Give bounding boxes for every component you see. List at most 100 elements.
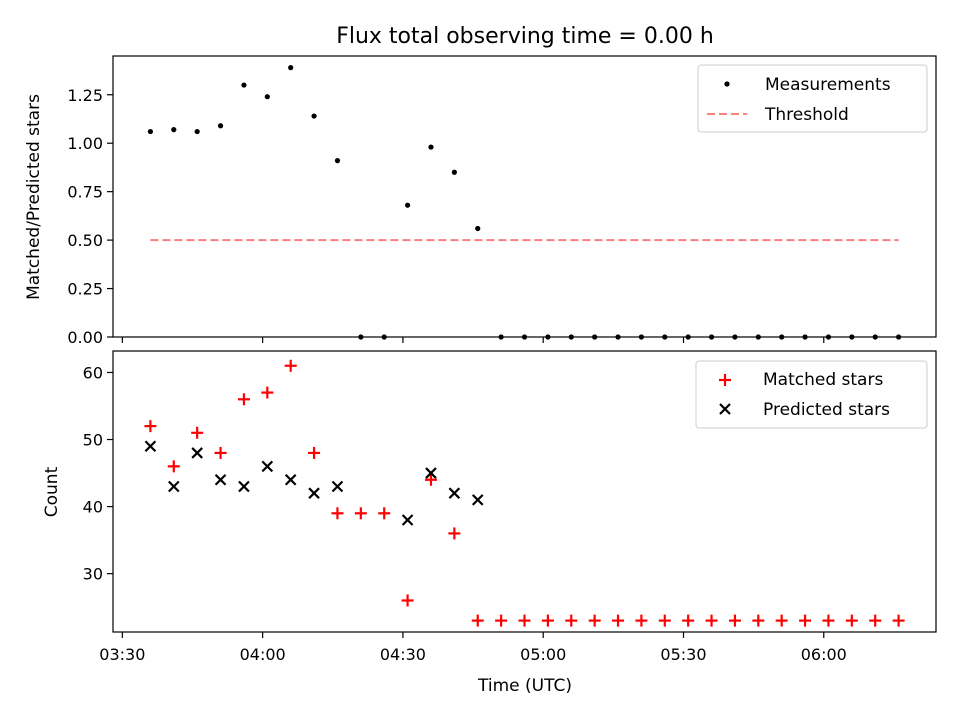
bottom-y-tick-label: 30 bbox=[83, 565, 103, 584]
matched-star-point bbox=[284, 359, 297, 372]
top-y-tick-label: 0.50 bbox=[67, 231, 103, 250]
predicted-star-point bbox=[214, 473, 227, 486]
bottom-x-tick-label: 04:30 bbox=[380, 645, 426, 664]
legend-matched-label: Matched stars bbox=[763, 370, 883, 390]
measurement-point bbox=[194, 128, 200, 135]
matched-star-point bbox=[822, 614, 835, 627]
matched-star-point bbox=[261, 386, 274, 399]
top-y-tick-label: 0.00 bbox=[67, 328, 103, 347]
predicted-star-point bbox=[425, 467, 437, 479]
top-y-tick-label: 0.75 bbox=[67, 183, 103, 202]
matched-star-point bbox=[471, 614, 484, 627]
bottom-x-tick-label: 05:30 bbox=[660, 645, 706, 664]
matched-star-point bbox=[144, 420, 157, 433]
measurement-point bbox=[615, 334, 621, 340]
measurement-point bbox=[334, 158, 341, 164]
measurement-point bbox=[381, 334, 387, 340]
top-legend: Measurements Threshold bbox=[697, 64, 928, 133]
bottom-y-tick-label: 50 bbox=[83, 431, 103, 450]
matched-star-point bbox=[682, 614, 695, 627]
bottom-x-tick-label: 06:00 bbox=[801, 645, 847, 664]
top-x-ticks bbox=[121, 337, 825, 343]
top-y-tick-label: 1.00 bbox=[67, 134, 103, 153]
matched-star-point bbox=[612, 614, 625, 627]
bottom-plot-frame bbox=[112, 350, 937, 633]
measurement-point bbox=[475, 225, 481, 232]
bottom-y-axis: 30 40 50 60 bbox=[83, 363, 113, 584]
measurement-point bbox=[171, 127, 177, 133]
measurement-point bbox=[521, 334, 528, 340]
matched-star-point bbox=[658, 614, 671, 627]
matched-star-point bbox=[401, 594, 414, 607]
bottom-y-tick-label: 60 bbox=[83, 363, 103, 382]
predicted-star-point bbox=[261, 460, 274, 473]
measurement-point bbox=[872, 334, 878, 340]
bottom-legend: Matched stars Predicted stars bbox=[695, 360, 928, 429]
bottom-x-tick-label: 03:30 bbox=[99, 645, 145, 664]
matched-star-point bbox=[728, 614, 741, 627]
bottom-x-tick-label: 05:00 bbox=[520, 645, 566, 664]
top-y-axis-label: Matched/Predicted stars bbox=[24, 94, 44, 300]
measurement-point bbox=[802, 334, 808, 340]
measurement-point bbox=[755, 334, 761, 340]
bottom-y-axis-label: Count bbox=[42, 466, 62, 517]
bottom-x-axis-label: Time (UTC) bbox=[477, 676, 572, 696]
matched-star-point bbox=[705, 614, 718, 627]
predicted-star-point bbox=[284, 473, 297, 486]
predicted-star-point bbox=[331, 480, 344, 493]
measurement-point bbox=[825, 334, 832, 340]
matched-star-point bbox=[752, 614, 765, 627]
measurement-point bbox=[592, 334, 598, 340]
top-y-axis: 0.00 0.25 0.50 0.75 1.00 1.25 bbox=[67, 86, 113, 347]
bottom-legend-box bbox=[695, 360, 928, 429]
chart-title: Flux total observing time = 0.00 h bbox=[336, 24, 714, 49]
legend-matched-marker bbox=[719, 374, 731, 386]
measurement-point bbox=[404, 202, 411, 208]
top-legend-box bbox=[697, 64, 928, 133]
measurement-point bbox=[895, 334, 902, 340]
measurement-point bbox=[311, 113, 317, 119]
matched-star-point bbox=[167, 460, 180, 473]
legend-threshold-label: Threshold bbox=[764, 105, 849, 125]
matched-star-point bbox=[331, 507, 344, 520]
predicted-star-point bbox=[471, 494, 484, 506]
measurement-point bbox=[779, 334, 785, 340]
measurement-point bbox=[451, 169, 457, 175]
measurement-point bbox=[849, 334, 855, 340]
predicted-star-point bbox=[238, 480, 250, 493]
matched-star-point bbox=[775, 614, 788, 627]
predicted-star-point bbox=[448, 487, 461, 499]
legend-measurements-marker bbox=[724, 81, 730, 87]
top-y-tick-label: 0.25 bbox=[67, 280, 103, 299]
matched-star-point bbox=[237, 393, 250, 406]
matched-star-point bbox=[354, 507, 367, 520]
bottom-marks bbox=[144, 359, 905, 627]
top-marks bbox=[147, 65, 902, 340]
matched-star-point bbox=[799, 614, 812, 627]
measurement-point bbox=[732, 334, 738, 340]
measurement-point bbox=[662, 334, 668, 340]
matched-star-point bbox=[565, 614, 578, 627]
measurement-point bbox=[708, 334, 715, 340]
measurement-point bbox=[428, 144, 434, 150]
measurement-point bbox=[498, 334, 504, 340]
measurement-point bbox=[545, 334, 551, 340]
matched-star-point bbox=[588, 614, 601, 627]
measurement-point bbox=[288, 65, 294, 71]
predicted-star-point bbox=[191, 447, 203, 459]
predicted-star-point bbox=[308, 487, 320, 499]
matched-star-point bbox=[869, 614, 882, 627]
predicted-star-point bbox=[144, 440, 157, 453]
matched-star-point bbox=[424, 473, 437, 486]
matched-star-point bbox=[495, 614, 508, 627]
measurement-point bbox=[685, 334, 691, 340]
predicted-star-point bbox=[401, 514, 414, 526]
legend-predicted-label: Predicted stars bbox=[763, 400, 890, 420]
legend-measurements-label: Measurements bbox=[765, 75, 891, 95]
measurement-point bbox=[358, 334, 364, 340]
matched-star-point bbox=[892, 614, 905, 627]
predicted-star-point bbox=[168, 480, 180, 493]
matched-star-point bbox=[191, 426, 204, 439]
